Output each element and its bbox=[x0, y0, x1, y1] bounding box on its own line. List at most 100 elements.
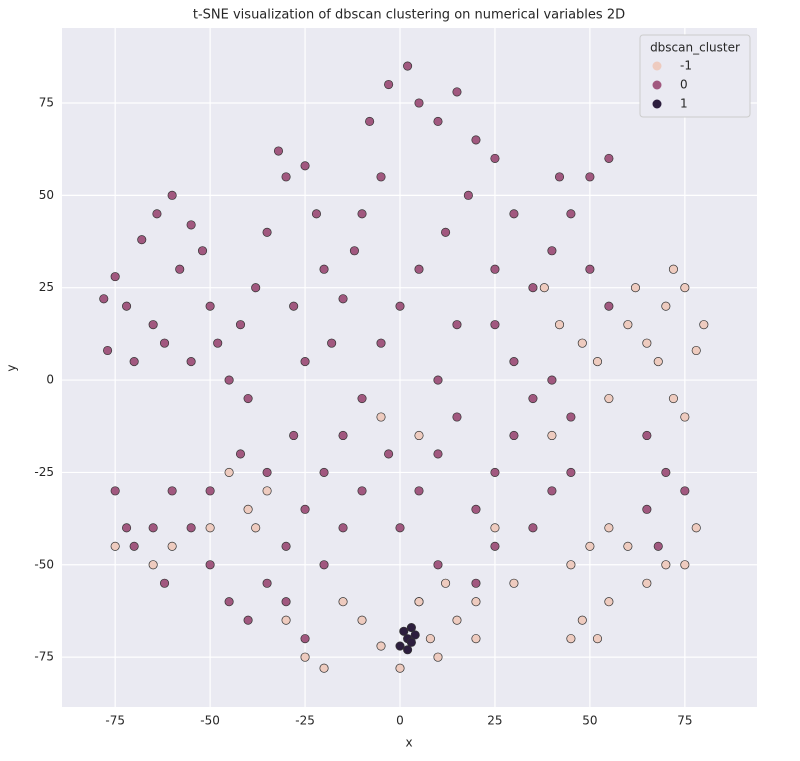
legend-label: 0 bbox=[680, 78, 688, 92]
point bbox=[592, 634, 603, 644]
point bbox=[452, 615, 462, 625]
point bbox=[490, 467, 500, 477]
point bbox=[554, 320, 565, 330]
point bbox=[414, 98, 424, 108]
point bbox=[490, 541, 500, 551]
point bbox=[490, 264, 500, 274]
points bbox=[99, 61, 709, 673]
point bbox=[441, 227, 451, 237]
chart-title: t-SNE visualization of dbscan clustering… bbox=[193, 8, 625, 23]
point bbox=[661, 560, 671, 570]
point bbox=[403, 61, 413, 71]
point bbox=[642, 578, 652, 588]
point bbox=[395, 523, 405, 533]
point bbox=[661, 301, 671, 311]
point bbox=[509, 430, 519, 441]
point bbox=[243, 615, 253, 625]
point bbox=[159, 338, 170, 348]
point bbox=[554, 172, 565, 182]
point bbox=[668, 264, 678, 274]
legend-marker bbox=[652, 99, 662, 109]
point bbox=[300, 634, 310, 644]
point bbox=[395, 301, 405, 311]
point bbox=[528, 283, 538, 293]
point bbox=[243, 393, 253, 404]
point bbox=[452, 412, 462, 422]
x-tick-label: 75 bbox=[677, 714, 692, 728]
ticks: -75 -50 -25 0 25 50 75 -75 -50 -25 0 25 50 75 bbox=[34, 95, 692, 727]
point bbox=[376, 641, 386, 651]
point bbox=[577, 338, 587, 348]
point bbox=[205, 486, 215, 496]
point bbox=[122, 523, 132, 533]
point bbox=[406, 637, 416, 647]
y-tick-label: 75 bbox=[39, 95, 54, 109]
point bbox=[585, 172, 595, 182]
point bbox=[300, 161, 310, 171]
point bbox=[399, 626, 409, 636]
point bbox=[433, 375, 443, 385]
point bbox=[319, 663, 329, 673]
point bbox=[281, 172, 291, 182]
point bbox=[410, 630, 420, 640]
point bbox=[585, 541, 595, 551]
point bbox=[197, 246, 208, 256]
point bbox=[251, 523, 261, 533]
x-tick-label: 25 bbox=[487, 714, 502, 728]
point bbox=[289, 301, 299, 311]
point bbox=[319, 467, 329, 477]
point bbox=[547, 486, 557, 496]
point bbox=[159, 578, 170, 588]
point bbox=[528, 393, 538, 404]
point bbox=[604, 301, 614, 311]
point bbox=[167, 190, 177, 200]
y-tick-label: -50 bbox=[34, 557, 54, 571]
point bbox=[463, 190, 473, 200]
x-tick-label: -50 bbox=[200, 714, 220, 728]
point bbox=[311, 209, 322, 219]
x-tick-label: 50 bbox=[582, 714, 597, 728]
point bbox=[338, 430, 348, 441]
point bbox=[384, 79, 394, 90]
point bbox=[205, 523, 215, 533]
point bbox=[653, 541, 663, 551]
point bbox=[547, 375, 557, 385]
point bbox=[99, 294, 109, 304]
y-tick-label: -75 bbox=[34, 650, 54, 664]
point bbox=[509, 578, 519, 588]
point bbox=[327, 338, 337, 348]
point bbox=[338, 523, 348, 533]
point bbox=[319, 560, 329, 570]
point bbox=[414, 430, 424, 441]
point bbox=[539, 283, 549, 293]
point bbox=[490, 320, 500, 330]
point bbox=[433, 449, 443, 459]
point bbox=[441, 578, 451, 588]
point bbox=[338, 597, 348, 607]
point bbox=[680, 412, 690, 422]
point bbox=[604, 523, 614, 533]
point bbox=[186, 523, 196, 533]
point bbox=[592, 357, 603, 367]
point bbox=[365, 116, 375, 127]
y-tick-label: -25 bbox=[34, 465, 54, 479]
point bbox=[357, 393, 367, 404]
point bbox=[604, 153, 614, 163]
point bbox=[547, 430, 557, 441]
legend: dbscan_cluster -1 0 1 bbox=[639, 34, 751, 118]
point bbox=[630, 283, 641, 293]
point bbox=[300, 504, 310, 514]
point bbox=[668, 393, 678, 404]
point bbox=[148, 560, 158, 570]
point bbox=[224, 375, 234, 385]
point bbox=[691, 523, 701, 533]
legend-label: 1 bbox=[680, 97, 688, 111]
point bbox=[604, 597, 614, 607]
point bbox=[566, 560, 576, 570]
point bbox=[235, 320, 246, 330]
point bbox=[205, 301, 215, 311]
point bbox=[433, 116, 443, 127]
point bbox=[425, 634, 435, 644]
point bbox=[167, 541, 177, 551]
point bbox=[262, 486, 272, 496]
